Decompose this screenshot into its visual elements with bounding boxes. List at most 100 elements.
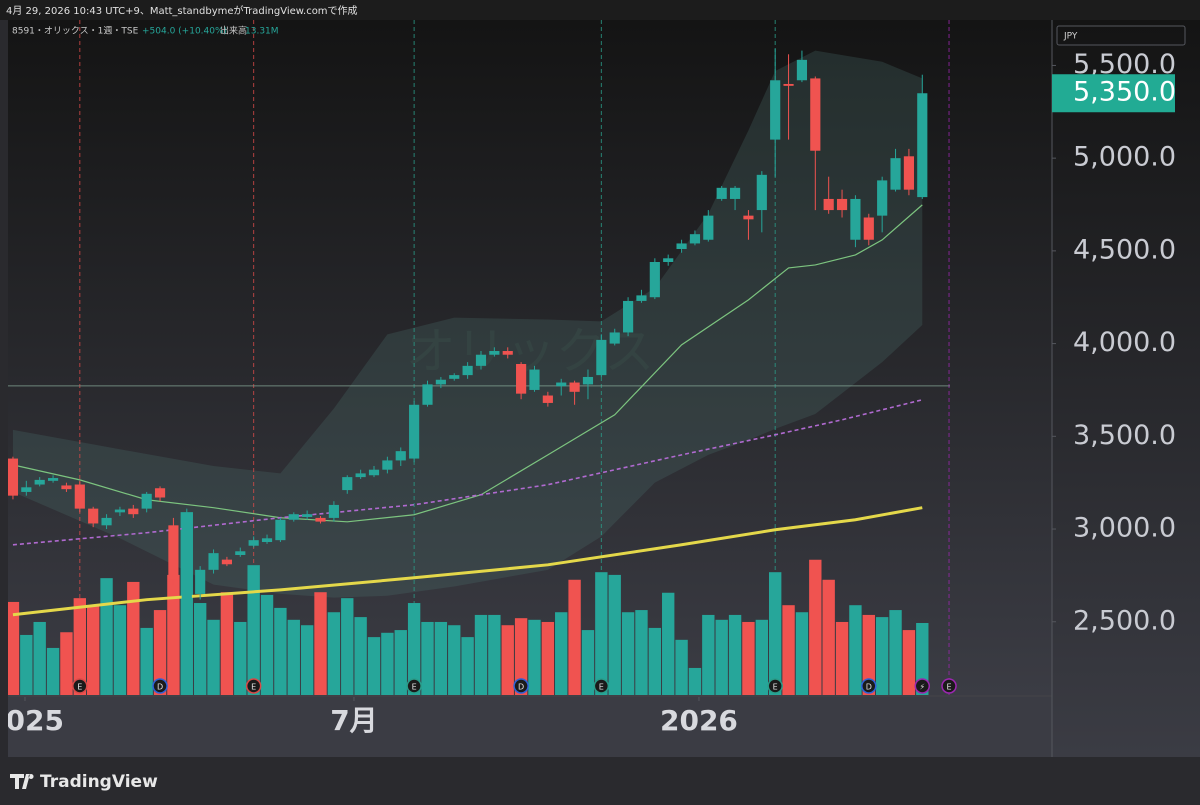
volume-bar [795,612,809,695]
volume-bar [675,639,688,695]
candle-body [302,514,313,517]
candle-body [235,551,246,555]
volume-bar [461,637,474,695]
y-tick-label: 3,000.0 [1073,513,1176,544]
volume-bar [33,621,46,695]
candle-body [542,395,553,403]
volume-bar [354,617,367,695]
candle-body [221,559,232,565]
y-tick-label: 4,500.0 [1073,234,1176,265]
volume-bar [300,625,314,695]
candle-body [810,78,821,151]
candle-body [114,509,126,513]
volume-bar [702,614,715,695]
volume-bar [501,625,514,695]
volume-bar [595,572,608,695]
event-marker [513,678,529,694]
candle-body [756,174,767,211]
candle-body [582,376,594,385]
event-marker [593,678,610,694]
candle-body [128,508,139,515]
candle-body [516,363,527,394]
brand-logo [10,774,34,789]
candle-body [449,375,460,379]
volume-bar [621,612,635,695]
price-label: 5,350.0 [1073,77,1176,108]
volume-bar [648,627,662,695]
volume-bar [193,603,207,695]
candle-body [275,519,286,541]
candle-body [596,339,607,376]
volume-bar [474,614,488,695]
candle-body [716,187,727,199]
legend: 8591・オリックス・1週・TSE +504.0 (+10.40%) 出来高 1… [12,25,279,37]
candle-body [288,514,299,520]
volume-bar [514,618,528,695]
event-marker [406,678,422,694]
candle-body [743,215,754,220]
brand: TradingView [10,772,158,792]
volume-bar [434,621,448,695]
plot: オリックス E D E E D E E D ⚡ E [8,20,957,695]
volume-label: 13.31M [245,27,279,37]
event-label: E [251,683,256,692]
volume-bar [86,605,100,695]
candle-body [770,80,781,140]
volume-bar [113,605,127,695]
volume-bar [46,647,60,695]
volume-bar [207,619,220,695]
candle-body [729,187,741,199]
event-label: E [946,683,951,692]
candle-body [315,517,326,522]
event-label: E [773,683,778,692]
event-label: D [866,683,872,692]
volume-bar [568,579,581,695]
volume-bar [448,625,461,695]
volume-bar [862,614,875,695]
candle-body [703,215,714,240]
candle-body [34,479,45,485]
volume-bar [73,598,86,695]
volume-bar [220,592,234,695]
volume-bar [728,614,742,695]
volume-bar [541,621,555,695]
volume-bar [662,592,675,695]
volume-bar [849,605,862,695]
candle-body [141,493,152,509]
volume-bar [100,578,113,695]
volume-bar [260,594,274,695]
moving-average [12,204,923,523]
candle-body [8,458,19,496]
price-label-box [1052,74,1175,113]
candle-body [368,469,380,476]
candle-body [823,198,834,211]
event-label: ⚡ [919,683,925,692]
candle-body [649,261,660,298]
candle-body [529,369,540,390]
candle-body [863,217,874,240]
candle-body [208,553,219,570]
candle-body [435,379,446,385]
volume-bar [274,607,287,695]
candle-body [475,354,487,366]
volume-bar [635,610,648,695]
volume-bar [889,610,902,695]
candle-body [903,156,914,190]
event-label: D [157,683,163,692]
candle-body [556,382,567,387]
volume-bar [742,621,755,695]
candle-body [101,517,112,526]
candle-body [409,404,420,459]
candle-body [689,234,701,244]
bollinger-band [12,50,923,598]
volume-bar [60,632,73,695]
volume-bar [341,598,354,695]
event-marker [152,678,168,694]
candle-body [88,508,99,524]
event-label: E [599,683,604,692]
event-label: E [77,683,82,692]
y-tick-label: 5,000.0 [1073,142,1176,173]
volume-bar [287,619,300,695]
volume-bar [581,630,595,695]
price-axis [1052,20,1200,757]
